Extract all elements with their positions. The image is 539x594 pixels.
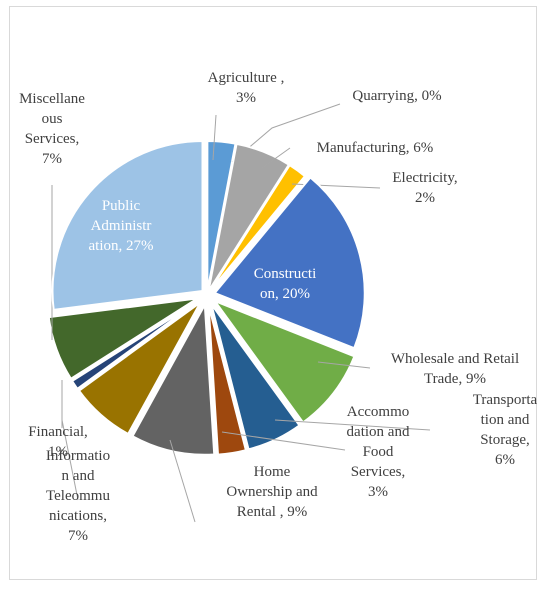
data-label-financial: Financial, 1% — [28, 424, 88, 460]
data-label-transportation-and-storage: Transporta tion and Storage, 6% — [473, 392, 538, 468]
pie-slice-manufacturing — [207, 142, 291, 292]
data-label-quarrying: Quarrying, 0% — [352, 88, 441, 104]
pie-slice-electricity — [208, 163, 307, 293]
pie-slice-financial — [70, 299, 200, 391]
leader-line — [261, 147, 291, 169]
data-label-construction: Constructi on, 20% — [254, 266, 317, 302]
pie-slice-agriculture — [206, 140, 237, 292]
data-label-miscellaneous-services: Miscellane ous Services, 7% — [19, 91, 85, 167]
pie-slice-information-and-teleommunications — [77, 301, 202, 436]
leader-line — [61, 419, 79, 501]
data-label-home-ownership-and-rental: Home Ownership and Rental , 9% — [226, 464, 318, 520]
data-label-electricity: Electricity, 2% — [392, 170, 457, 206]
pie-slice-miscellaneous-services — [47, 297, 199, 381]
data-label-accommodation-and-food-services: Accommo dation and Food Services, 3% — [347, 404, 410, 500]
leader-line — [212, 114, 217, 161]
leader-line — [221, 431, 346, 451]
leader-line — [317, 361, 371, 369]
pie-slice-construction — [213, 176, 366, 350]
data-label-wholesale-and-retail-trade: Wholesale and Retail Trade, 9% — [391, 351, 519, 387]
pie-slice-home-ownership-and-rental — [131, 301, 216, 456]
pie-slice-accommodation-and-food-services — [207, 304, 248, 456]
leader-line — [274, 419, 431, 431]
data-label-manufacturing: Manufacturing, 6% — [317, 140, 434, 156]
pie-slice-public-administration — [51, 140, 204, 311]
data-label-public-administration: Public Administr ation, 27% — [89, 198, 154, 254]
data-label-agriculture: Agriculture , 3% — [208, 70, 285, 106]
leader-line — [169, 439, 196, 523]
data-label-information-and-teleommunications: Informatio n and Teleommu nications, 7% — [46, 448, 111, 544]
